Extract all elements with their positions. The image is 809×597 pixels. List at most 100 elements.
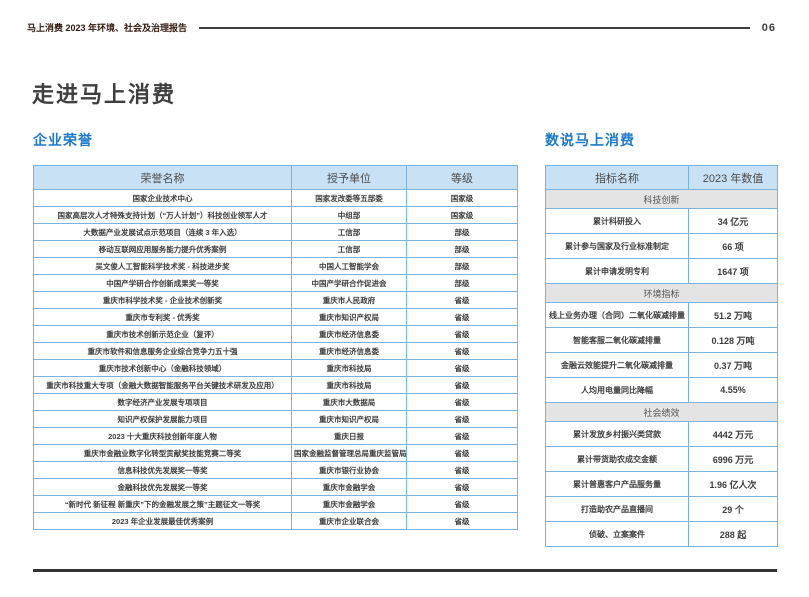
table-row: 打造助农产品直播间 29 个 (545, 496, 778, 522)
table-row: 侦破、立案案件 288 起 (545, 521, 778, 547)
table-row: 重庆市科技重大专项（金融大数据智能服务平台关键技术研发及应用） 重庆市科技局 省级 (33, 376, 518, 394)
table-row: 线上业务办理（合同）二氧化碳减排量 51.2 万吨 (545, 302, 778, 328)
indicator-value-cell: 6996 万元 (688, 446, 778, 472)
awarding-unit-cell: 工信部 (291, 240, 407, 258)
table-row: 累计申请发明专利 1647 项 (545, 258, 778, 284)
honor-name-cell: 知识产权保护发展能力项目 (33, 410, 292, 428)
honor-name-cell: 重庆市技术创新示范企业（复评） (33, 325, 292, 343)
table-row: 累计普惠客户产品服务量 1.96 亿人次 (545, 471, 778, 497)
honor-name-cell: 2023 年企业发展最佳优秀案例 (33, 512, 292, 530)
page-number: 06 (761, 21, 776, 34)
honor-name-cell: 金融科技优先发展奖一等奖 (33, 478, 292, 496)
table-row: 中国产学研合作创新成果奖一等奖 中国产学研合作促进会 部级 (33, 274, 518, 292)
honor-name-cell: 重庆市金融业数字化转型贡献奖技能竞赛二等奖 (33, 444, 292, 462)
indicator-value-cell: 1647 项 (688, 258, 778, 284)
indicator-value-cell: 0.37 万吨 (688, 352, 778, 378)
indicator-value-cell: 66 项 (688, 233, 778, 259)
honor-name-cell: “新时代 新征程 新重庆”下的金融发展之策”主题征文一等奖 (33, 495, 292, 513)
indicator-name-cell: 智能客服二氧化碳减排量 (545, 327, 689, 353)
awarding-unit-cell: 重庆市经济信息委 (291, 342, 407, 360)
honor-name-cell: 大数据产业发展试点示范项目（连续 3 年入选） (33, 223, 292, 241)
table-row: 重庆市金融业数字化转型贡献奖技能竞赛二等奖 国家金融监督管理总局重庆监管局 省级 (33, 444, 518, 462)
table-row: 人均用电量同比降幅 4.55% (545, 377, 778, 403)
table-row: 2023 年企业发展最佳优秀案例 重庆市企业联合会 省级 (33, 512, 518, 530)
awarding-unit-cell: 重庆市企业联合会 (291, 512, 407, 530)
awarding-unit-cell: 重庆市知识产权局 (291, 410, 407, 428)
honor-name-cell: 国家企业技术中心 (33, 189, 292, 207)
table-row: 累计带货助农成交金额 6996 万元 (545, 446, 778, 472)
level-cell: 部级 (406, 257, 518, 275)
table-row: 吴文俊人工智能科学技术奖 - 科技进步奖 中国人工智能学会 部级 (33, 257, 518, 275)
awarding-unit-cell: 重庆市人民政府 (291, 291, 407, 309)
table-row: “新时代 新征程 新重庆”下的金融发展之策”主题征文一等奖 重庆市金融学会 省级 (33, 495, 518, 513)
honor-name-cell: 重庆市技术创新中心（金融科技领域） (33, 359, 292, 377)
level-cell: 省级 (406, 376, 518, 394)
awarding-unit-cell: 中组部 (291, 206, 407, 224)
indicator-value-cell: 1.96 亿人次 (688, 471, 778, 497)
table-row: 金融云效能提升二氧化碳减排量 0.37 万吨 (545, 352, 778, 378)
awarding-unit-cell: 重庆市科技局 (291, 359, 407, 377)
level-cell: 省级 (406, 325, 518, 343)
honors-col-level: 等级 (406, 165, 518, 190)
section-header-row: 科技创新 (545, 189, 778, 209)
table-row: 国家高层次人才特殊支持计划（“万人计划”）科技创业领军人才 中组部 国家级 (33, 206, 518, 224)
table-row: 重庆市技术创新示范企业（复评） 重庆市经济信息委 省级 (33, 325, 518, 343)
table-row: 累计参与国家及行业标准制定 66 项 (545, 233, 778, 259)
metrics-col-indicator: 指标名称 (545, 165, 689, 190)
table-row: 累计发放乡村振兴类贷款 4442 万元 (545, 421, 778, 447)
indicator-value-cell: 29 个 (688, 496, 778, 522)
metrics-table-body: 科技创新 累计科研投入 34 亿元 累计参与国家及行业标准制定 66 项累计申请发明专利… (545, 189, 778, 547)
honors-table: 荣誉名称 授予单位 等级 国家企业技术中心 国家发改委等五部委 国家级 国家高层次人才… (33, 165, 518, 530)
header-rule (199, 26, 750, 29)
table-row: 重庆市软件和信息服务企业综合竞争力五十强 重庆市经济信息委 省级 (33, 342, 518, 360)
metrics-section: 数说马上消费 指标名称 2023 年数值 科技创新 累计科研投入 34 亿元 累计参与… (545, 130, 778, 547)
honor-name-cell: 中国产学研合作创新成果奖一等奖 (33, 274, 292, 292)
honors-header-row: 荣誉名称 授予单位 等级 (33, 165, 518, 190)
section-header-row: 环境指标 (545, 283, 778, 303)
honor-name-cell: 吴文俊人工智能科学技术奖 - 科技进步奖 (33, 257, 292, 275)
honor-name-cell: 重庆市科技重大专项（金融大数据智能服务平台关键技术研发及应用） (33, 376, 292, 394)
indicator-name-cell: 侦破、立案案件 (545, 521, 689, 547)
section-name-cell: 环境指标 (545, 283, 778, 303)
awarding-unit-cell: 重庆市知识产权局 (291, 308, 407, 326)
level-cell: 省级 (406, 308, 518, 326)
indicator-value-cell: 51.2 万吨 (688, 302, 778, 328)
table-row: 重庆市技术创新中心（金融科技领域） 重庆市科技局 省级 (33, 359, 518, 377)
level-cell: 省级 (406, 512, 518, 530)
table-row: 国家企业技术中心 国家发改委等五部委 国家级 (33, 189, 518, 207)
indicator-name-cell: 金融云效能提升二氧化碳减排量 (545, 352, 689, 378)
table-row: 信息科技优先发展奖一等奖 重庆市银行业协会 省级 (33, 461, 518, 479)
honor-name-cell: 国家高层次人才特殊支持计划（“万人计划”）科技创业领军人才 (33, 206, 292, 224)
honor-name-cell: 数字经济产业发展专项项目 (33, 393, 292, 411)
awarding-unit-cell: 中国产学研合作促进会 (291, 274, 407, 292)
indicator-name-cell: 累计带货助农成交金额 (545, 446, 689, 472)
indicator-name-cell: 累计普惠客户产品服务量 (545, 471, 689, 497)
level-cell: 省级 (406, 461, 518, 479)
awarding-unit-cell: 工信部 (291, 223, 407, 241)
indicator-name-cell: 人均用电量同比降幅 (545, 377, 689, 403)
table-row: 智能客服二氧化碳减排量 0.128 万吨 (545, 327, 778, 353)
level-cell: 部级 (406, 274, 518, 292)
table-row: 重庆市科学技术奖 - 企业技术创新奖 重庆市人民政府 省级 (33, 291, 518, 309)
honor-name-cell: 信息科技优先发展奖一等奖 (33, 461, 292, 479)
awarding-unit-cell: 国家发改委等五部委 (291, 189, 407, 207)
indicator-value-cell: 288 起 (688, 521, 778, 547)
honors-section: 企业荣誉 荣誉名称 授予单位 等级 国家企业技术中心 国家发改委等五部委 国家级 国家… (33, 130, 518, 530)
level-cell: 省级 (406, 444, 518, 462)
indicator-name-cell: 累计发放乡村振兴类贷款 (545, 421, 689, 447)
honors-col-unit: 授予单位 (291, 165, 407, 190)
level-cell: 部级 (406, 240, 518, 258)
indicator-name-cell: 线上业务办理（合同）二氧化碳减排量 (545, 302, 689, 328)
metrics-heading: 数说马上消费 (545, 132, 635, 148)
honors-heading: 企业荣誉 (33, 132, 93, 148)
awarding-unit-cell: 重庆市科技局 (291, 376, 407, 394)
page-header: 马上消费 2023 年环境、社会及治理报告 06 (27, 21, 776, 34)
level-cell: 部级 (406, 223, 518, 241)
metrics-col-value: 2023 年数值 (688, 165, 778, 190)
awarding-unit-cell: 国家金融监督管理总局重庆监管局 (291, 444, 407, 462)
level-cell: 国家级 (406, 206, 518, 224)
honor-name-cell: 2023 十大重庆科技创新年度人物 (33, 427, 292, 445)
honor-name-cell: 重庆市专利奖 - 优秀奖 (33, 308, 292, 326)
section-name-cell: 科技创新 (545, 189, 778, 209)
honors-table-body: 国家企业技术中心 国家发改委等五部委 国家级 国家高层次人才特殊支持计划（“万人计划”… (33, 189, 518, 530)
